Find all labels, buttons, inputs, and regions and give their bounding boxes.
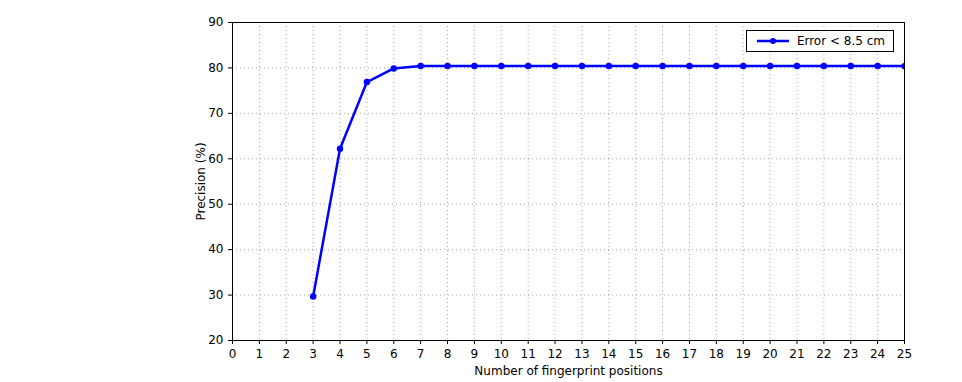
- svg-text:5: 5: [363, 347, 371, 361]
- svg-text:80: 80: [208, 61, 223, 75]
- svg-text:15: 15: [628, 347, 643, 361]
- svg-text:8: 8: [444, 347, 452, 361]
- svg-text:20: 20: [762, 347, 777, 361]
- svg-text:12: 12: [547, 347, 562, 361]
- svg-text:14: 14: [601, 347, 616, 361]
- svg-text:9: 9: [471, 347, 479, 361]
- svg-text:24: 24: [870, 347, 885, 361]
- svg-text:7: 7: [417, 347, 425, 361]
- svg-text:6: 6: [390, 347, 398, 361]
- svg-text:16: 16: [655, 347, 670, 361]
- svg-text:40: 40: [208, 242, 223, 256]
- svg-text:22: 22: [816, 347, 831, 361]
- svg-text:60: 60: [208, 152, 223, 166]
- svg-text:3: 3: [309, 347, 317, 361]
- svg-text:4: 4: [336, 347, 344, 361]
- svg-text:10: 10: [494, 347, 509, 361]
- html-text:Error < 8.5 cm: Error < 8.5 cm: [796, 34, 885, 48]
- svg-text:70: 70: [208, 106, 223, 120]
- svg-text:18: 18: [709, 347, 724, 361]
- svg-text:Precision (%): Precision (%): [194, 142, 208, 220]
- svg-text:23: 23: [843, 347, 858, 361]
- svg-text:20: 20: [208, 333, 223, 347]
- svg-text:Number of fingerprint position: Number of fingerprint positions: [474, 364, 662, 378]
- svg-text:17: 17: [682, 347, 697, 361]
- svg-text:2: 2: [282, 347, 290, 361]
- svg-text:50: 50: [208, 197, 223, 211]
- svg-text:25: 25: [897, 347, 912, 361]
- svg-text:13: 13: [574, 347, 589, 361]
- svg-text:0: 0: [229, 347, 237, 361]
- svg-text:30: 30: [208, 288, 223, 302]
- svg-text:90: 90: [208, 15, 223, 29]
- svg-text:11: 11: [521, 347, 536, 361]
- svg-text:19: 19: [736, 347, 751, 361]
- svg-text:21: 21: [789, 347, 804, 361]
- svg-text:1: 1: [256, 347, 264, 361]
